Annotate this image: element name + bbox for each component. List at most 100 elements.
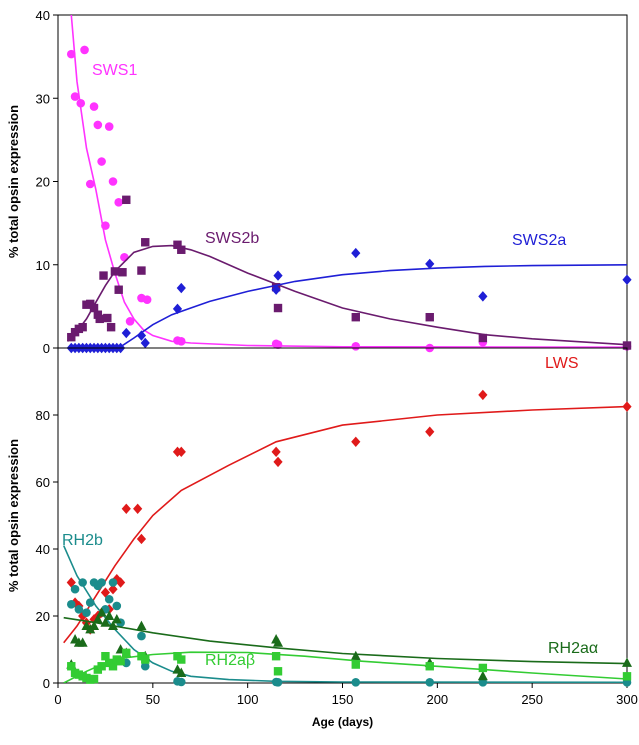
sws2b-point-21 (273, 303, 283, 313)
x-tick-label-250: 250 (521, 692, 543, 707)
sws1-point-3 (80, 45, 89, 55)
lws-point-15 (133, 503, 143, 514)
rh2b-point-20 (273, 678, 283, 687)
lws-point-21 (351, 436, 361, 447)
sws2a-point-14 (121, 327, 131, 339)
lws-point-11 (108, 584, 118, 595)
sws2a-point-16 (140, 337, 150, 349)
sws1-point-6 (93, 120, 103, 130)
lws-point-6 (89, 614, 99, 625)
rh2b-point-10 (104, 594, 114, 604)
sws2b-point-3 (78, 322, 87, 332)
sws2a-point-19 (271, 284, 281, 295)
y-tick-label-2-0: 0 (43, 676, 50, 691)
rh2b-point-3 (78, 578, 87, 587)
rh2abeta-point-14 (122, 648, 131, 658)
x-axis-label: Age (days) (312, 715, 373, 729)
rh2b-point-15 (137, 631, 146, 641)
rh2abeta-point-24 (622, 672, 632, 681)
sws2b-point-17 (141, 238, 150, 247)
sws2b-point-12 (110, 267, 120, 276)
rh2b-point-18 (176, 677, 186, 687)
rh2b-point-21 (351, 678, 361, 687)
rh2aalpha-label: RH2aα (548, 640, 598, 657)
rh2b-point-5 (85, 598, 95, 607)
lws-point-0 (66, 577, 76, 588)
x-tick-label-150: 150 (332, 692, 354, 707)
sws2b-point-10 (103, 313, 112, 323)
rh2aalpha-point-23 (477, 670, 488, 681)
sws2a-label: SWS2a (512, 232, 566, 249)
sws1-point-7 (97, 157, 106, 166)
rh2abeta-point-18 (177, 655, 186, 664)
rh2b-point-0 (66, 599, 76, 609)
sws2b-point-11 (106, 322, 116, 332)
rh2abeta-point-6 (89, 674, 99, 684)
rh2aalpha-point-21 (350, 650, 361, 661)
x-tick-label-0: 0 (54, 692, 61, 707)
rh2aalpha-point-9 (100, 617, 111, 627)
y-tick-label-1-40: 40 (36, 8, 50, 23)
x-tick-label-50: 50 (146, 692, 160, 707)
rh2aalpha-point-18 (176, 667, 187, 677)
sws2a-point-20 (273, 270, 283, 281)
sws2b-point-16 (137, 266, 146, 275)
sws1-point-0 (66, 49, 76, 59)
rh2b-point-22 (425, 678, 435, 687)
rh2b-point-16 (140, 661, 150, 671)
rh2abeta-point-23 (478, 663, 488, 673)
y-axis-label-2: % total opsin expression (6, 439, 21, 592)
rh2abeta-point-11 (108, 662, 118, 671)
sws1-point-19 (273, 340, 283, 349)
y-tick-label-1-0: 0 (43, 341, 50, 356)
sws1-point-17 (176, 337, 186, 346)
sws2a-point-17 (172, 303, 183, 315)
lws-point-23 (478, 389, 488, 401)
rh2aalpha-point-8 (96, 607, 107, 617)
sws2b-point-13 (114, 285, 123, 294)
rh2aalpha-point-3 (77, 637, 88, 647)
sws2b-point-22 (351, 312, 360, 322)
rh2abeta-point-9 (101, 652, 110, 661)
sws2b-point-8 (95, 314, 104, 324)
sws2a-point-22 (425, 258, 435, 270)
y-tick-label-1-10: 10 (36, 258, 50, 273)
rh2abeta-point-22 (425, 662, 434, 671)
rh2abeta-point-8 (97, 662, 106, 671)
sws2a-point-18 (176, 282, 186, 294)
rh2abeta-point-16 (141, 655, 150, 664)
y-axis-label-1: % total opsin expression (6, 105, 21, 258)
sws2b-point-18 (173, 240, 182, 249)
lws-point-24 (622, 401, 632, 412)
y-tick-label-1-30: 30 (36, 91, 50, 106)
sws2a-fit-line (118, 264, 627, 348)
y-tick-label-2-20: 20 (36, 609, 50, 624)
sws2b-point-25 (622, 341, 632, 350)
lws-point-14 (121, 503, 131, 514)
rh2abeta-label: RH2aβ (205, 652, 255, 669)
rh2aalpha-point-11 (108, 620, 119, 631)
x-tick-label-100: 100 (237, 692, 259, 707)
rh2aalpha-point-10 (104, 610, 115, 620)
sws2b-point-0 (67, 332, 76, 342)
lws-point-9 (100, 587, 111, 598)
sws2a-point-24 (622, 274, 632, 285)
sws2b-point-15 (122, 195, 131, 205)
sws2b-point-6 (89, 303, 99, 313)
rh2b-label: RH2b (62, 532, 103, 549)
rh2abeta-point-19 (271, 652, 281, 661)
sws2b-fit-line (66, 244, 627, 346)
sws2b-label: SWS2b (205, 230, 259, 247)
sws2a-point-21 (351, 247, 361, 259)
sws2b-point-14 (118, 268, 127, 277)
sws1-point-1 (70, 92, 80, 101)
x-tick-label-300: 300 (616, 692, 638, 707)
sws1-point-8 (101, 221, 110, 230)
lws-point-13 (115, 577, 126, 588)
rh2b-point-4 (82, 608, 91, 617)
sws1-point-10 (108, 177, 118, 186)
rh2abeta-point-20 (273, 667, 283, 676)
y-tick-label-2-40: 40 (36, 542, 50, 557)
sws1-point-9 (104, 122, 114, 131)
